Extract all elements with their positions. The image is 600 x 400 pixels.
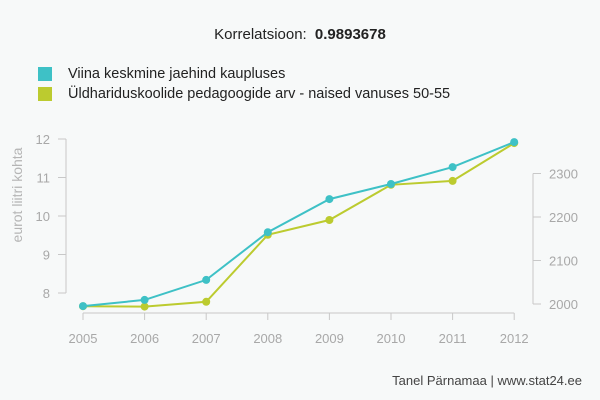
data-point: [325, 195, 334, 204]
x-tick-label: 2009: [315, 331, 344, 346]
correlation-value: 0.9893678: [314, 26, 386, 43]
left-y-axis: 8 9 10 11 12: [36, 132, 67, 301]
data-point: [202, 297, 211, 306]
right-tick-label: 2300: [549, 167, 578, 182]
x-tick-label: 2012: [500, 331, 529, 346]
x-tick-label: 2007: [192, 331, 221, 346]
data-point: [448, 163, 457, 172]
left-tick-label: 12: [36, 132, 50, 147]
series-lines: [79, 138, 519, 311]
x-tick-label: 2011: [439, 331, 467, 346]
legend-label: Viina keskmine jaehind kaupluses: [68, 66, 286, 82]
data-point: [448, 176, 457, 185]
legend-item-teachers: Üldhariduskoolide pedagoogide arv - nais…: [38, 84, 450, 104]
correlation-label: Korrelatsioon:: [214, 26, 307, 43]
left-tick-label: 11: [37, 171, 51, 186]
x-axis: 2005 2006 2007 2008 2009 2010 2011 2012: [69, 312, 529, 346]
series-line: [82, 142, 515, 308]
right-tick-label: 2100: [549, 254, 578, 269]
legend-swatch-cyan: [38, 67, 52, 81]
chart-title: Korrelatsioon: 0.9893678: [0, 26, 600, 43]
x-tick-label: 2006: [130, 331, 159, 346]
right-tick-label: 2000: [549, 297, 578, 312]
data-point: [387, 180, 395, 188]
data-point: [263, 228, 272, 237]
x-tick-label: 2010: [377, 331, 406, 346]
data-point: [140, 302, 149, 311]
data-point: [140, 295, 149, 304]
legend-label: Üldhariduskoolide pedagoogide arv - nais…: [68, 86, 451, 102]
data-point: [202, 275, 211, 284]
legend-swatch-green: [38, 87, 52, 101]
data-point: [79, 302, 87, 311]
x-tick-label: 2005: [69, 331, 98, 346]
data-point: [325, 216, 334, 224]
left-tick-label: 9: [43, 248, 50, 263]
legend: Viina keskmine jaehind kaupluses Üldhari…: [38, 64, 450, 104]
left-tick-label: 10: [36, 209, 50, 224]
left-tick-label: 8: [43, 286, 50, 301]
series-line: [82, 141, 515, 308]
right-y-axis: 2000 2100 2200 2300: [532, 167, 578, 312]
footer-credit: Tanel Pärnamaa | www.stat24.ee: [392, 373, 582, 388]
x-tick-label: 2008: [253, 331, 282, 346]
data-point: [510, 138, 519, 147]
legend-item-vodka-price: Viina keskmine jaehind kaupluses: [38, 64, 450, 84]
right-tick-label: 2200: [549, 210, 578, 225]
y-axis-label: eurot liitri kohta: [9, 147, 25, 242]
